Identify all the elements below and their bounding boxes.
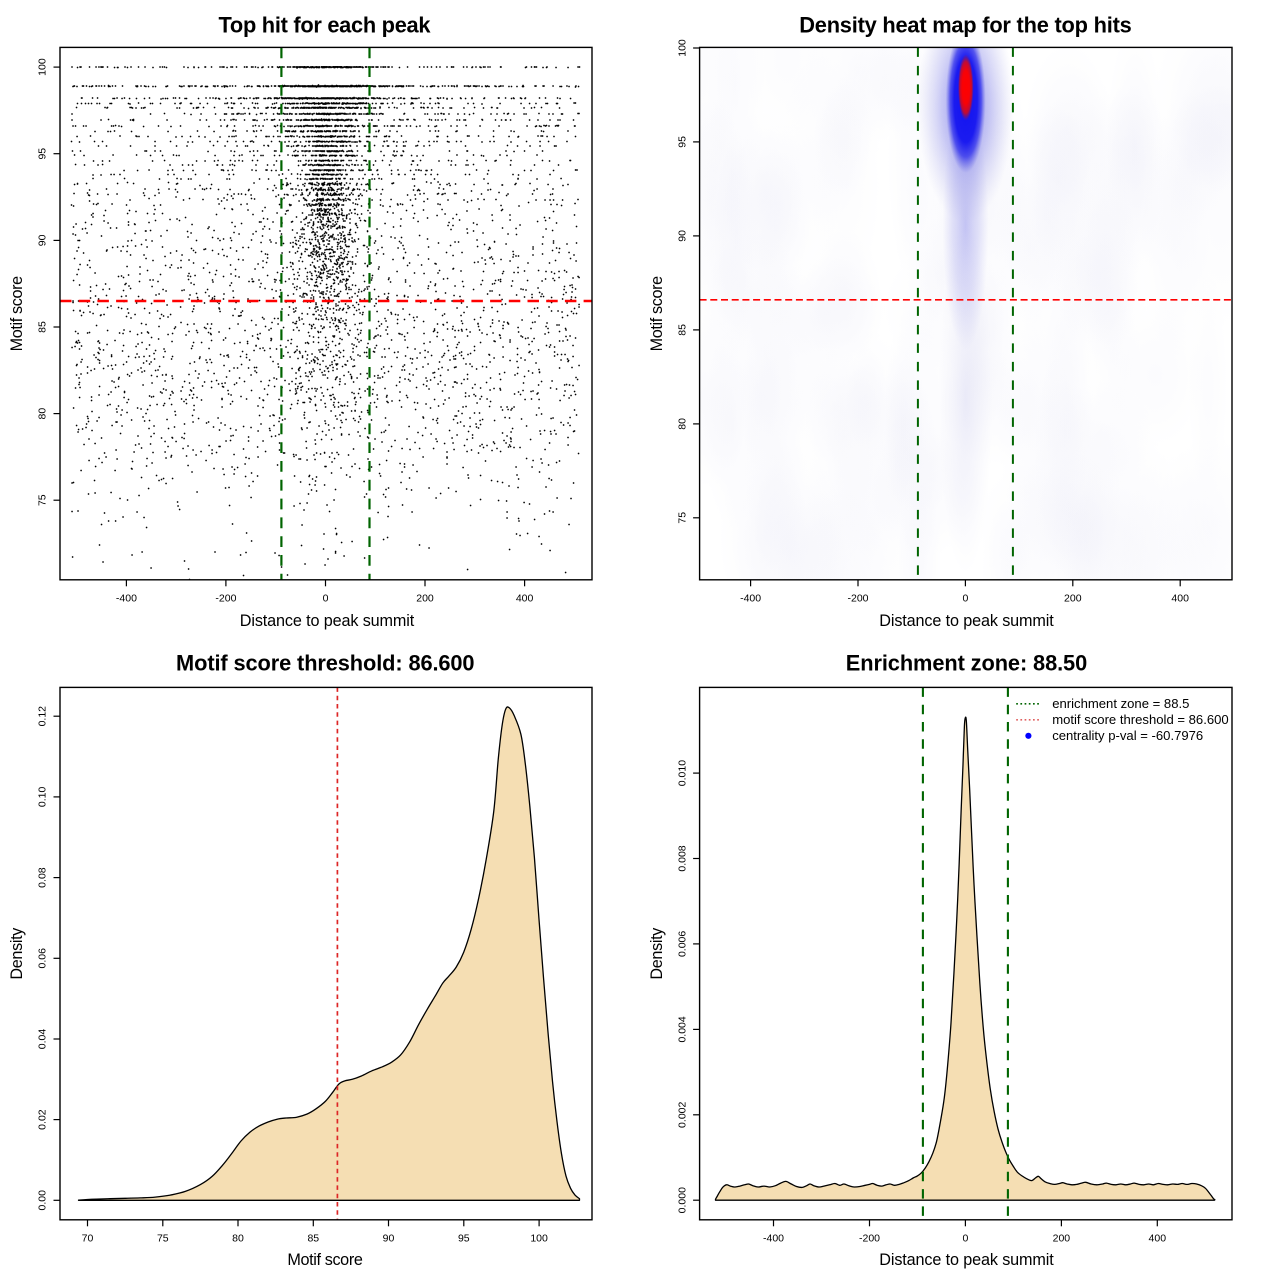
svg-text:100: 100 xyxy=(37,58,49,76)
svg-text:0.000: 0.000 xyxy=(677,1187,689,1213)
svg-text:0.08: 0.08 xyxy=(37,867,49,888)
svg-text:-200: -200 xyxy=(215,593,236,605)
svg-text:100: 100 xyxy=(530,1233,548,1245)
svg-text:80: 80 xyxy=(37,408,49,420)
svg-text:70: 70 xyxy=(82,1233,94,1245)
svg-text:-200: -200 xyxy=(847,593,868,605)
svg-text:Density: Density xyxy=(648,927,666,980)
svg-text:0.006: 0.006 xyxy=(677,931,689,957)
svg-text:90: 90 xyxy=(677,230,689,242)
svg-text:80: 80 xyxy=(232,1233,244,1245)
svg-text:0: 0 xyxy=(962,593,968,605)
svg-text:enrichment zone = 88.5: enrichment zone = 88.5 xyxy=(1052,696,1189,711)
svg-text:Density heat map for the top h: Density heat map for the top hits xyxy=(799,13,1132,38)
svg-text:95: 95 xyxy=(458,1233,470,1245)
svg-text:Distance to peak summit: Distance to peak summit xyxy=(879,1251,1054,1269)
svg-text:Enrichment zone: 88.50: Enrichment zone: 88.50 xyxy=(846,651,1087,676)
svg-text:0.010: 0.010 xyxy=(677,760,689,786)
svg-text:0.00: 0.00 xyxy=(37,1190,49,1211)
svg-text:95: 95 xyxy=(37,148,49,160)
svg-text:75: 75 xyxy=(157,1233,169,1245)
svg-text:motif score threshold = 86.600: motif score threshold = 86.600 xyxy=(1052,712,1229,727)
svg-text:200: 200 xyxy=(1064,593,1082,605)
svg-text:0.008: 0.008 xyxy=(677,845,689,871)
svg-text:75: 75 xyxy=(677,512,689,524)
svg-text:85: 85 xyxy=(307,1233,319,1245)
svg-text:85: 85 xyxy=(677,324,689,336)
svg-text:0.02: 0.02 xyxy=(37,1109,49,1130)
svg-text:Distance to peak summit: Distance to peak summit xyxy=(879,612,1054,630)
svg-text:100: 100 xyxy=(677,39,689,57)
svg-text:90: 90 xyxy=(37,234,49,246)
svg-text:-400: -400 xyxy=(763,1233,784,1245)
svg-text:centrality p-val = -60.7976: centrality p-val = -60.7976 xyxy=(1052,728,1203,743)
svg-text:95: 95 xyxy=(677,136,689,148)
svg-text:-400: -400 xyxy=(116,593,137,605)
svg-text:90: 90 xyxy=(383,1233,395,1245)
svg-text:400: 400 xyxy=(1149,1233,1167,1245)
svg-text:Motif score: Motif score xyxy=(287,1251,363,1269)
svg-text:Motif score: Motif score xyxy=(648,276,666,352)
svg-text:400: 400 xyxy=(516,593,534,605)
svg-text:75: 75 xyxy=(37,494,49,506)
svg-text:-200: -200 xyxy=(859,1233,880,1245)
svg-text:0: 0 xyxy=(962,1233,968,1245)
svg-text:0.12: 0.12 xyxy=(37,706,49,727)
svg-text:Motif score threshold: 86.600: Motif score threshold: 86.600 xyxy=(176,651,475,676)
svg-text:0: 0 xyxy=(323,593,329,605)
svg-text:0.002: 0.002 xyxy=(677,1102,689,1128)
svg-text:200: 200 xyxy=(416,593,434,605)
svg-text:400: 400 xyxy=(1171,593,1189,605)
svg-text:-400: -400 xyxy=(740,593,761,605)
svg-text:Distance to peak summit: Distance to peak summit xyxy=(240,612,415,630)
svg-text:Top hit for each peak: Top hit for each peak xyxy=(219,13,432,38)
svg-text:85: 85 xyxy=(37,321,49,333)
svg-text:200: 200 xyxy=(1053,1233,1071,1245)
svg-text:0.10: 0.10 xyxy=(37,787,49,808)
svg-text:0.004: 0.004 xyxy=(677,1016,689,1042)
svg-text:0.06: 0.06 xyxy=(37,948,49,969)
svg-text:80: 80 xyxy=(677,418,689,430)
svg-text:Density: Density xyxy=(8,927,26,980)
svg-text:Motif score: Motif score xyxy=(8,276,26,352)
svg-text:0.04: 0.04 xyxy=(37,1029,49,1050)
